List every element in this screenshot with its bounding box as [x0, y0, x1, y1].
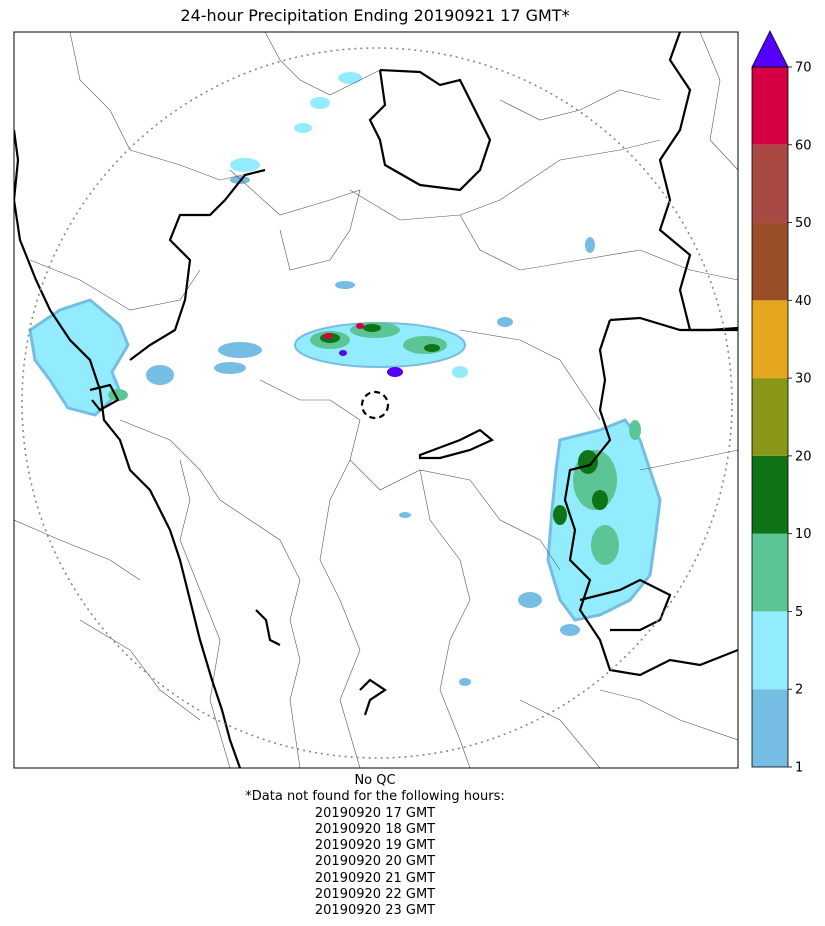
colorbar-tick-label: 70	[795, 61, 812, 76]
qc-note: No QC	[354, 773, 396, 788]
missing-hour: 20190920 20 GMT	[314, 854, 436, 870]
colorbar-tick-label: 2	[795, 683, 803, 698]
colorbar-extend-arrow	[751, 30, 789, 68]
colorbar-segment	[752, 378, 788, 456]
colorbar-tick-label: 10	[795, 527, 812, 542]
colorbar-tick-label: 1	[795, 761, 803, 776]
range-ring	[21, 47, 733, 759]
footer-notes: No QC *Data not found for the following …	[0, 773, 750, 920]
colorbar-tick-label: 50	[795, 216, 812, 231]
missing-hour: 20190920 18 GMT	[314, 821, 436, 837]
colorbar-segments	[752, 67, 788, 767]
colorbar-segment	[752, 455, 788, 534]
colorbar-segment	[752, 144, 788, 223]
missing-data-header: *Data not found for the following hours:	[245, 789, 505, 805]
colorbar-segment	[752, 689, 788, 767]
country-boundaries	[14, 32, 738, 768]
colorbar-segment	[752, 533, 788, 612]
missing-hour: 20190920 22 GMT	[314, 887, 436, 903]
colorbar-ticks: 1 2 5 10 20 30 40 50 60 70	[788, 61, 812, 776]
colorbar-tick-label: 40	[795, 294, 812, 309]
missing-hour: 20190920 19 GMT	[314, 838, 436, 854]
map-background	[14, 32, 738, 768]
colorbar-tick-label: 5	[795, 605, 803, 620]
missing-hour: 20190920 23 GMT	[314, 903, 436, 919]
colorbar-tick-label: 20	[795, 449, 812, 464]
map-title: 24-hour Precipitation Ending 20190921 17…	[180, 6, 570, 25]
colorbar-frame	[751, 66, 789, 768]
colorbar-segment	[752, 222, 788, 301]
colorbar-segment	[752, 67, 788, 145]
colorbar-tick-label: 60	[795, 138, 812, 153]
colorbar-segment	[752, 300, 788, 379]
region-boundaries	[14, 32, 738, 768]
colorbar-tick-label: 30	[795, 372, 812, 387]
missing-hour: 20190920 17 GMT	[314, 805, 436, 821]
missing-hour: 20190920 21 GMT	[314, 870, 436, 886]
colorbar-segment	[752, 611, 788, 690]
map-frame	[13, 31, 739, 769]
radar-site-marker	[360, 390, 390, 420]
